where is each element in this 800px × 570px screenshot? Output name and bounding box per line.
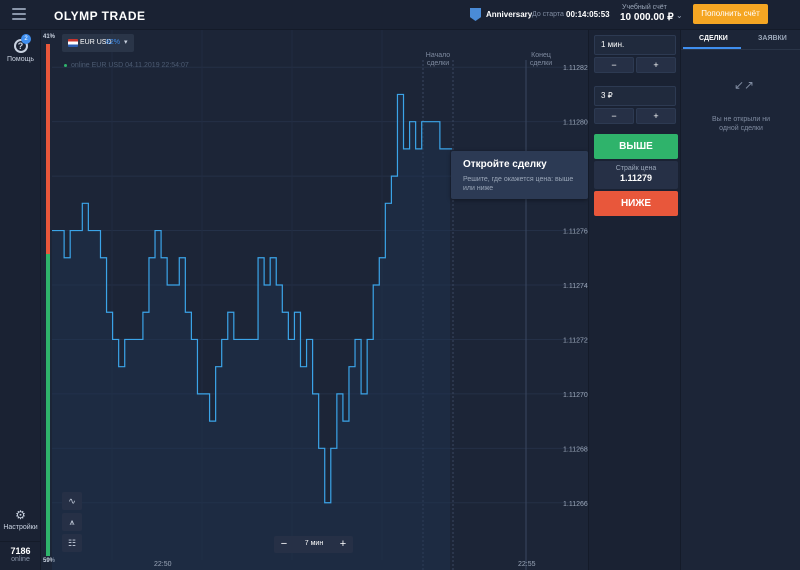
strike-value: 1.11279: [619, 173, 653, 183]
price-label: 1.11266: [563, 501, 588, 508]
start-marker-label: Начало сделки: [425, 52, 451, 67]
drawing-tool-icon[interactable]: ⩚: [62, 513, 82, 531]
price-label: 1.11268: [563, 446, 588, 453]
price-label: 1.11274: [563, 283, 588, 290]
duration-stepper: − +: [594, 57, 676, 73]
deposit-button[interactable]: Пополнить счёт: [693, 4, 768, 24]
online-count: 7186: [10, 546, 31, 556]
anniversary-label[interactable]: Anniversary: [486, 10, 533, 19]
account-selector[interactable]: Учебный счёт 10 000.00 ₽: [620, 4, 674, 23]
amount-minus-button[interactable]: −: [594, 108, 634, 124]
strike-label: Страйк цена: [615, 165, 657, 172]
logo: OLYMP TRADE: [54, 9, 146, 23]
amount-field[interactable]: 3 ₽: [594, 86, 676, 106]
collapse-arrows-icon: ↙↗: [734, 78, 755, 92]
chart-canvas[interactable]: 1.112821.112801.112781.112761.112741.112…: [52, 30, 588, 570]
sentiment-bar-up: [46, 44, 50, 254]
line-chart-icon[interactable]: ∿: [62, 492, 82, 510]
up-button[interactable]: ВЫШЕ: [594, 134, 678, 159]
help-label: Помощь: [6, 56, 35, 63]
active-tab-indicator: [683, 47, 741, 49]
left-sidebar: ? 2 Помощь ⚙ Настройки 7186 online: [0, 30, 41, 570]
open-deal-tooltip: Откройте сделку Решите, где окажется цен…: [451, 151, 588, 199]
online-dot-icon: [64, 63, 67, 67]
gear-icon: ⚙: [15, 508, 26, 522]
top-bar: OLYMP TRADE Anniversary До старта 00:14:…: [0, 0, 800, 30]
zoom-out-button[interactable]: −: [280, 538, 288, 550]
price-label: 1.11282: [563, 65, 588, 72]
time-label: 22:50: [154, 561, 172, 568]
chevron-down-icon[interactable]: ⌄: [676, 11, 683, 20]
end-marker-label: Конец сделки: [529, 52, 553, 67]
tab-deals[interactable]: СДЕЛКИ: [699, 35, 728, 42]
zoom-label: 7 мин: [304, 540, 324, 547]
asset-online-text: online EUR USD 04.11.2019 22:54:07: [71, 62, 189, 69]
sentiment-bar-down: [46, 254, 50, 556]
amount-stepper: − +: [594, 108, 676, 124]
help-icon: ?: [13, 39, 28, 53]
asset-online-info: online EUR USD 04.11.2019 22:54:07: [64, 62, 189, 69]
strike-price: Страйк цена 1.11279: [594, 161, 678, 189]
anniversary-badge-icon[interactable]: [470, 8, 481, 21]
price-label: 1.11270: [563, 392, 588, 399]
series-line: [52, 93, 452, 504]
chart-tools: ∿ ⩚ ☷: [62, 492, 83, 555]
tab-orders[interactable]: ЗАЯВКИ: [758, 35, 787, 42]
sentiment-up-percent: 41%: [43, 34, 56, 40]
duration-minus-button[interactable]: −: [594, 57, 634, 73]
price-chart[interactable]: 1.112821.112801.112781.112761.112741.112…: [52, 30, 588, 570]
duration-field[interactable]: 1 мин.: [594, 35, 676, 55]
tabs-divider: [681, 49, 800, 50]
series-area: [52, 94, 452, 570]
sentiment-down-percent: 59%: [43, 558, 56, 564]
help-badge: 2: [21, 34, 31, 44]
asset-selector[interactable]: EUR USD 82% ▾: [62, 34, 134, 52]
chevron-down-icon: ▾: [124, 39, 128, 46]
asset-name: EUR USD: [80, 39, 112, 46]
online-label: online: [11, 556, 30, 563]
price-label: 1.11276: [563, 229, 588, 236]
grid-icon[interactable]: ☷: [62, 534, 82, 552]
account-type: Учебный счёт: [622, 4, 667, 11]
amount-plus-button[interactable]: +: [636, 108, 676, 124]
price-label: 1.11272: [563, 337, 588, 344]
no-deals-text: Вы не открыли ни одной сделки: [712, 116, 770, 132]
help-button[interactable]: ? 2 Помощь: [0, 34, 41, 63]
online-users: 7186 online: [0, 541, 41, 570]
asset-payout: 82%: [106, 39, 121, 46]
trade-panel: 1 мин. − + 3 ₽ − + ВЫШЕ Страйк цена 1.11…: [588, 30, 680, 570]
deals-panel: СДЕЛКИ ЗАЯВКИ ↙↗ Вы не открыли ни одной …: [680, 30, 800, 570]
zoom-in-button[interactable]: +: [339, 538, 347, 550]
price-label: 1.11280: [563, 120, 588, 127]
time-label: 22:55: [518, 561, 536, 568]
zoom-control: − 7 мин +: [274, 536, 353, 553]
duration-plus-button[interactable]: +: [636, 57, 676, 73]
account-balance: 10 000.00 ₽: [620, 12, 674, 23]
start-label: До старта: [532, 11, 564, 18]
down-button[interactable]: НИЖЕ: [594, 191, 678, 216]
tooltip-title: Откройте сделку: [463, 159, 547, 170]
settings-label: Настройки: [3, 524, 38, 531]
start-countdown: 00:14:05:53: [566, 10, 610, 19]
menu-icon[interactable]: [12, 8, 26, 20]
eur-usd-flag-icon: [68, 39, 78, 47]
settings-button[interactable]: ⚙ Настройки: [0, 508, 41, 531]
tooltip-text: Решите, где окажется цена: выше или ниже: [463, 176, 574, 192]
